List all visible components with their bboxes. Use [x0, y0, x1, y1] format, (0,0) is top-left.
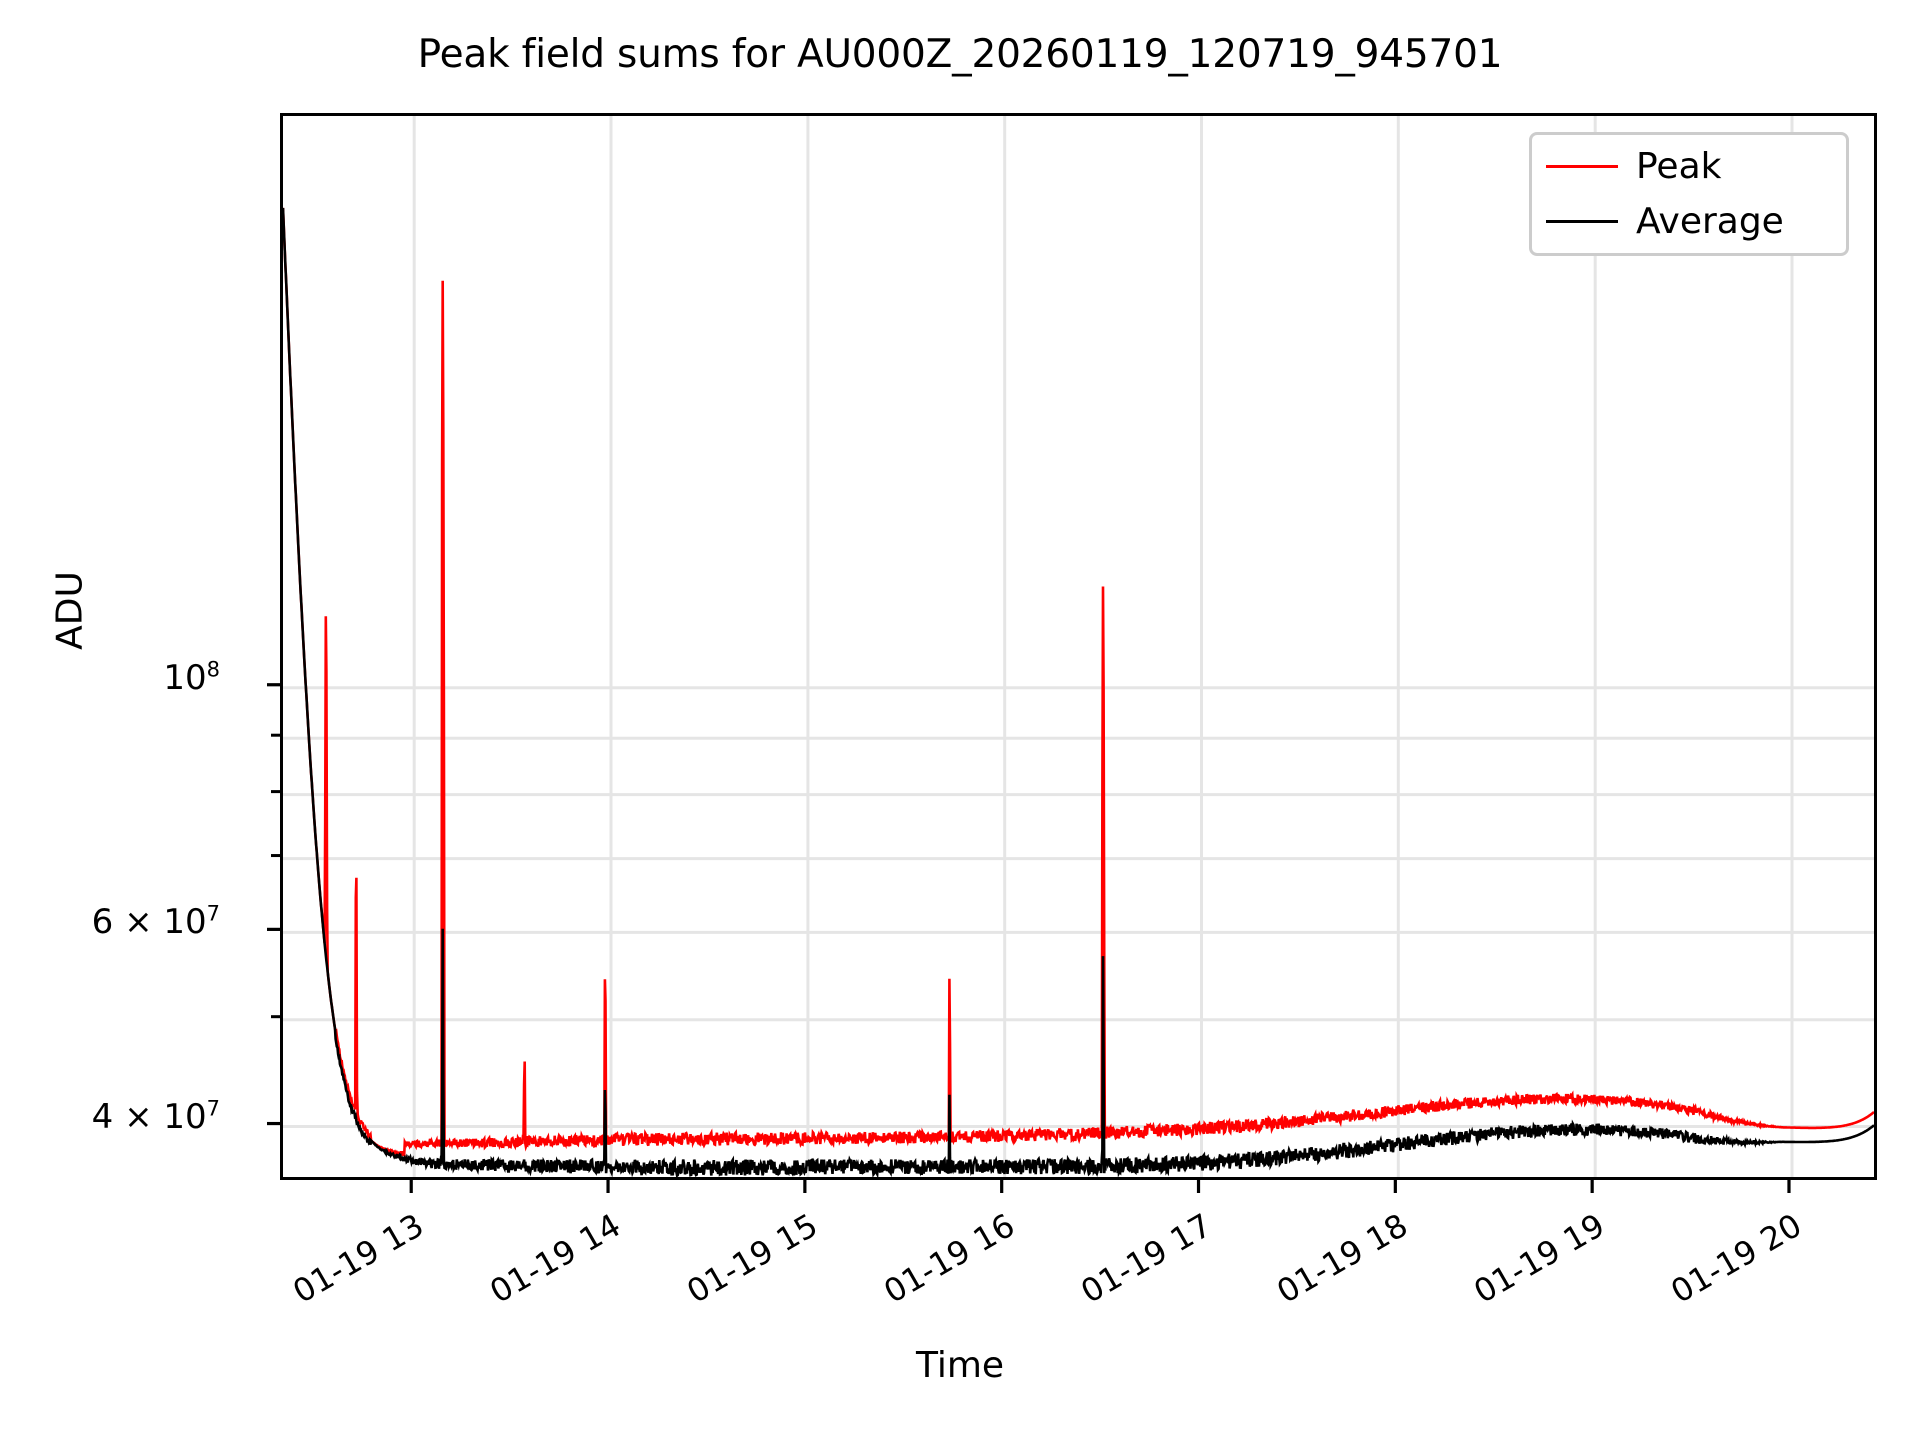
x-tick-label: 01-19 19 — [1467, 1206, 1612, 1311]
x-tick-label: 01-19 17 — [1073, 1206, 1218, 1311]
x-axis-label: Time — [915, 1345, 1005, 1386]
x-tick-label: 01-19 13 — [286, 1206, 431, 1311]
y-tick-label: 6 × 107 — [91, 902, 220, 943]
y-tick-label: 108 — [163, 657, 220, 698]
x-tick-label: 01-19 20 — [1664, 1206, 1808, 1311]
legend-swatch-average — [1546, 220, 1618, 223]
x-tick-label: 01-19 16 — [877, 1206, 1021, 1311]
chart-canvas — [283, 116, 1874, 1177]
page-title: Peak field sums for AU000Z_20260119_1207… — [417, 32, 1503, 77]
gridlines — [283, 116, 1874, 1177]
legend-item-peak[interactable]: Peak — [1532, 141, 1846, 191]
legend-label: Average — [1636, 201, 1784, 242]
series-peak-line — [283, 207, 1874, 1159]
x-tick-label: 01-19 15 — [680, 1206, 824, 1311]
series-average-line — [283, 207, 1874, 1177]
y-axis-tick-labels: 108 6 × 107 4 × 107 — [0, 0, 258, 1440]
x-tick-label: 01-19 14 — [483, 1206, 628, 1311]
x-tick-label: 01-19 18 — [1270, 1206, 1415, 1311]
chart-legend[interactable]: Peak Average — [1529, 132, 1849, 256]
legend-label: Peak — [1636, 146, 1722, 187]
legend-swatch-peak — [1546, 165, 1618, 168]
y-tick-label: 4 × 107 — [91, 1096, 220, 1137]
legend-item-average[interactable]: Average — [1532, 196, 1846, 246]
plot-area — [280, 113, 1877, 1180]
